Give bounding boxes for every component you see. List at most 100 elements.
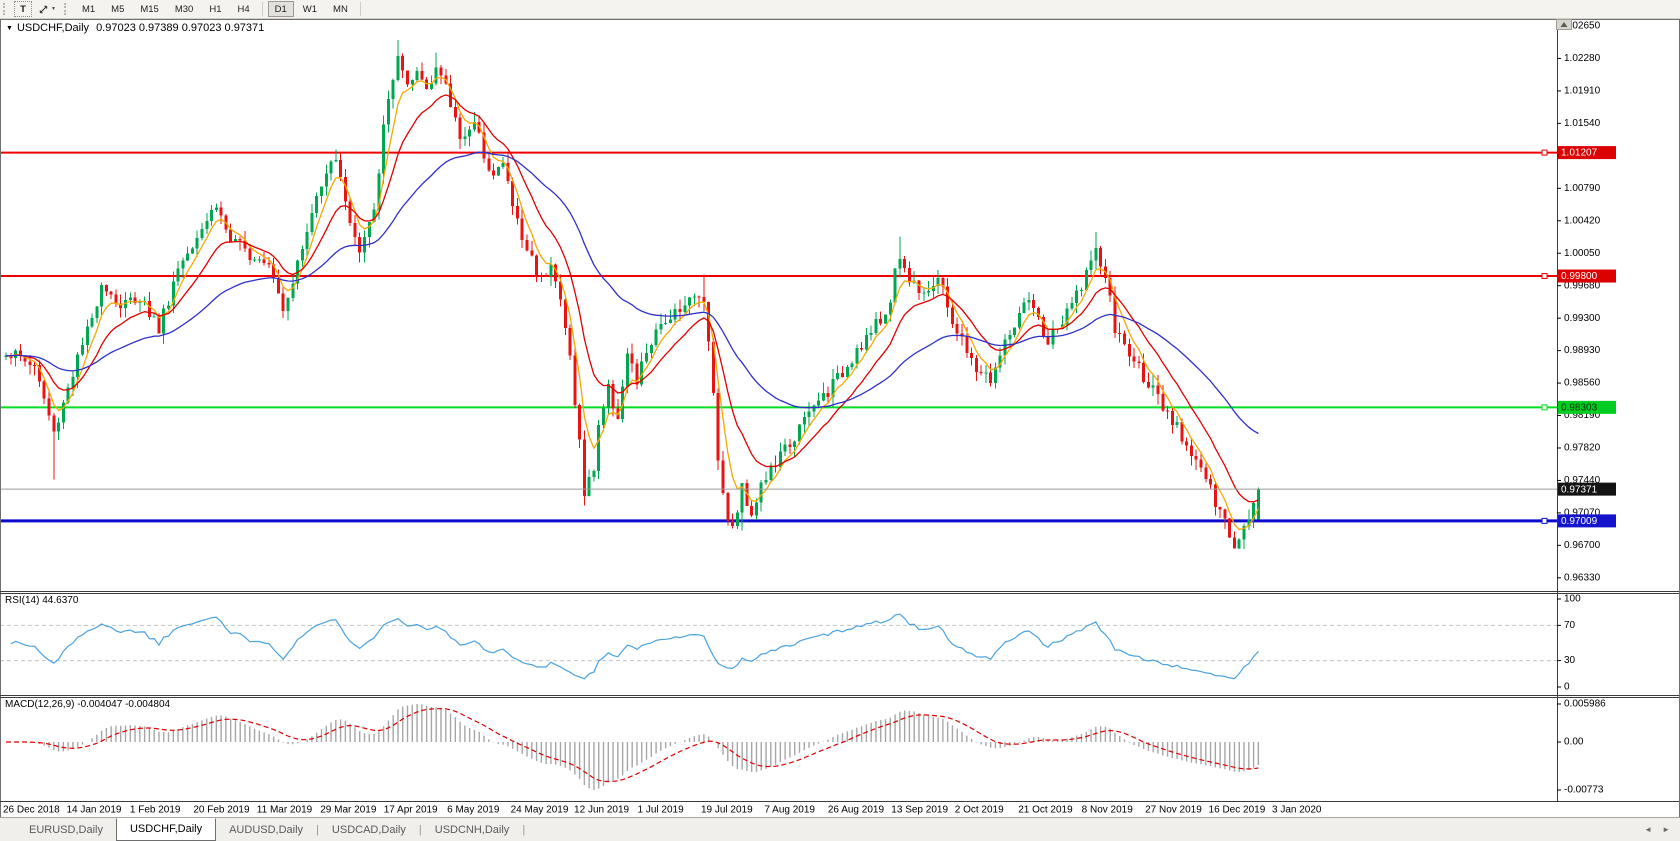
candle-body <box>711 341 715 394</box>
candle-body <box>47 398 51 416</box>
candle-body <box>449 83 453 108</box>
candle-body <box>90 317 94 327</box>
candle-body <box>18 350 22 356</box>
timeframe-button-m5[interactable]: M5 <box>104 1 131 17</box>
candle-body <box>267 262 271 265</box>
candle-body <box>95 306 99 318</box>
tab-usdcnh[interactable]: USDCNH,Daily <box>434 823 510 836</box>
svg-text:1.00790: 1.00790 <box>1564 183 1601 194</box>
candle-body <box>965 336 969 354</box>
timeframe-button-d1[interactable]: D1 <box>267 1 294 17</box>
svg-text:0.97009: 0.97009 <box>1561 516 1598 527</box>
candle-body <box>955 324 959 334</box>
svg-text:11 Mar 2019: 11 Mar 2019 <box>257 805 313 816</box>
candle-body <box>262 259 266 263</box>
candle-body <box>927 291 931 293</box>
candle-body <box>836 372 840 380</box>
candle-body <box>1036 308 1040 317</box>
candle-body <box>1127 343 1131 357</box>
candle-body <box>487 158 491 171</box>
candle-body <box>171 281 175 306</box>
candle-body <box>1228 518 1232 538</box>
candle-body <box>377 173 381 210</box>
candle-body <box>797 424 801 442</box>
candle-body <box>721 460 725 494</box>
tab-usdcad[interactable]: USDCAD,Daily <box>331 823 406 836</box>
timeframe-button-h4[interactable]: H4 <box>230 1 256 17</box>
chart-menu-arrow-icon[interactable]: ▼ <box>6 25 13 32</box>
candle-body <box>563 299 567 328</box>
candle-body <box>238 238 242 241</box>
tab-usdchf[interactable]: USDCHF,Daily <box>115 817 217 841</box>
candle-body <box>1080 289 1083 291</box>
candle-body <box>716 393 720 461</box>
candle-body <box>1051 329 1055 345</box>
candle-body <box>1175 422 1179 426</box>
tab-eurusd[interactable]: EURUSD,Daily <box>29 823 103 836</box>
candle-body <box>1094 247 1098 261</box>
svg-text:0.97070: 0.97070 <box>1564 508 1601 519</box>
timeframe-button-m1[interactable]: M1 <box>75 1 102 17</box>
tabs-scroll-right-button[interactable]: ► <box>1662 825 1670 834</box>
candle-body <box>124 300 127 309</box>
candle-body <box>1209 478 1213 485</box>
svg-text:26 Aug 2019: 26 Aug 2019 <box>828 805 885 816</box>
ma-mid-line <box>5 94 1259 503</box>
svg-text:8 Nov 2019: 8 Nov 2019 <box>1082 805 1134 816</box>
timeframe-button-m15[interactable]: M15 <box>133 1 165 17</box>
candle-body <box>989 372 993 384</box>
candle-body <box>893 268 897 303</box>
tabs-scroll-left-button[interactable]: ◄ <box>1644 825 1653 834</box>
candle-body <box>152 316 156 318</box>
candle-body <box>186 253 190 261</box>
candle-body <box>80 345 84 355</box>
chart-plot-area[interactable] <box>0 19 1557 801</box>
svg-text:1.00420: 1.00420 <box>1564 215 1601 226</box>
candle-body <box>735 512 739 527</box>
candle-body <box>468 129 472 137</box>
candle-body <box>1008 335 1012 340</box>
toolbar-grip[interactable] <box>3 3 9 15</box>
candle-body <box>1223 509 1227 519</box>
candle-body <box>606 384 610 408</box>
candle-body <box>855 348 859 364</box>
timeframe-button-w1[interactable]: W1 <box>296 1 324 17</box>
text-tool-button[interactable]: T <box>14 1 32 17</box>
candle-body <box>1137 361 1141 364</box>
candle-body <box>114 294 118 304</box>
candle-body <box>659 323 663 330</box>
svg-text:20 Feb 2019: 20 Feb 2019 <box>193 805 250 816</box>
horizontal-level-lines[interactable] <box>0 149 1557 524</box>
chart-tabs-bar: EURUSD,Daily USDCHF,Daily AUDUSD,Daily | USD… <box>0 817 1680 841</box>
candle-body <box>61 402 65 423</box>
cursor-tool-button[interactable]: ▼ <box>34 1 60 17</box>
price-badges: 1.01207 0.99800 0.98303 0.97009 0.97371 <box>1558 146 1616 528</box>
svg-text:0.97820: 0.97820 <box>1564 443 1601 454</box>
svg-text:16 Dec 2019: 16 Dec 2019 <box>1209 805 1266 816</box>
candle-body <box>415 71 419 80</box>
svg-text:0.99800: 0.99800 <box>1561 271 1598 282</box>
candle-body <box>688 297 692 306</box>
candle-body <box>420 71 424 80</box>
candle-body <box>1194 456 1198 460</box>
timeframe-button-mn[interactable]: MN <box>326 1 355 17</box>
toolbar-grip[interactable] <box>63 3 70 15</box>
tab-divider: | <box>522 823 526 836</box>
svg-text:0.98930: 0.98930 <box>1564 345 1601 356</box>
candle-body <box>668 319 672 323</box>
toolbar-separator <box>359 2 361 16</box>
candle-body <box>353 222 357 238</box>
candle-body <box>788 444 792 447</box>
svg-text:3 Jan 2020: 3 Jan 2020 <box>1272 805 1322 816</box>
candle-body <box>1166 410 1170 412</box>
candle-body <box>1185 441 1189 446</box>
tab-audusd[interactable]: AUDUSD,Daily <box>229 823 304 836</box>
candle-body <box>147 300 151 318</box>
candle-body <box>1256 489 1260 520</box>
timeframe-button-h1[interactable]: H1 <box>202 1 228 17</box>
candle-body <box>573 355 577 406</box>
candle-body <box>807 411 811 418</box>
candle-body <box>640 361 644 385</box>
scroll-up-button[interactable] <box>1556 19 1572 30</box>
timeframe-button-m30[interactable]: M30 <box>168 1 200 17</box>
